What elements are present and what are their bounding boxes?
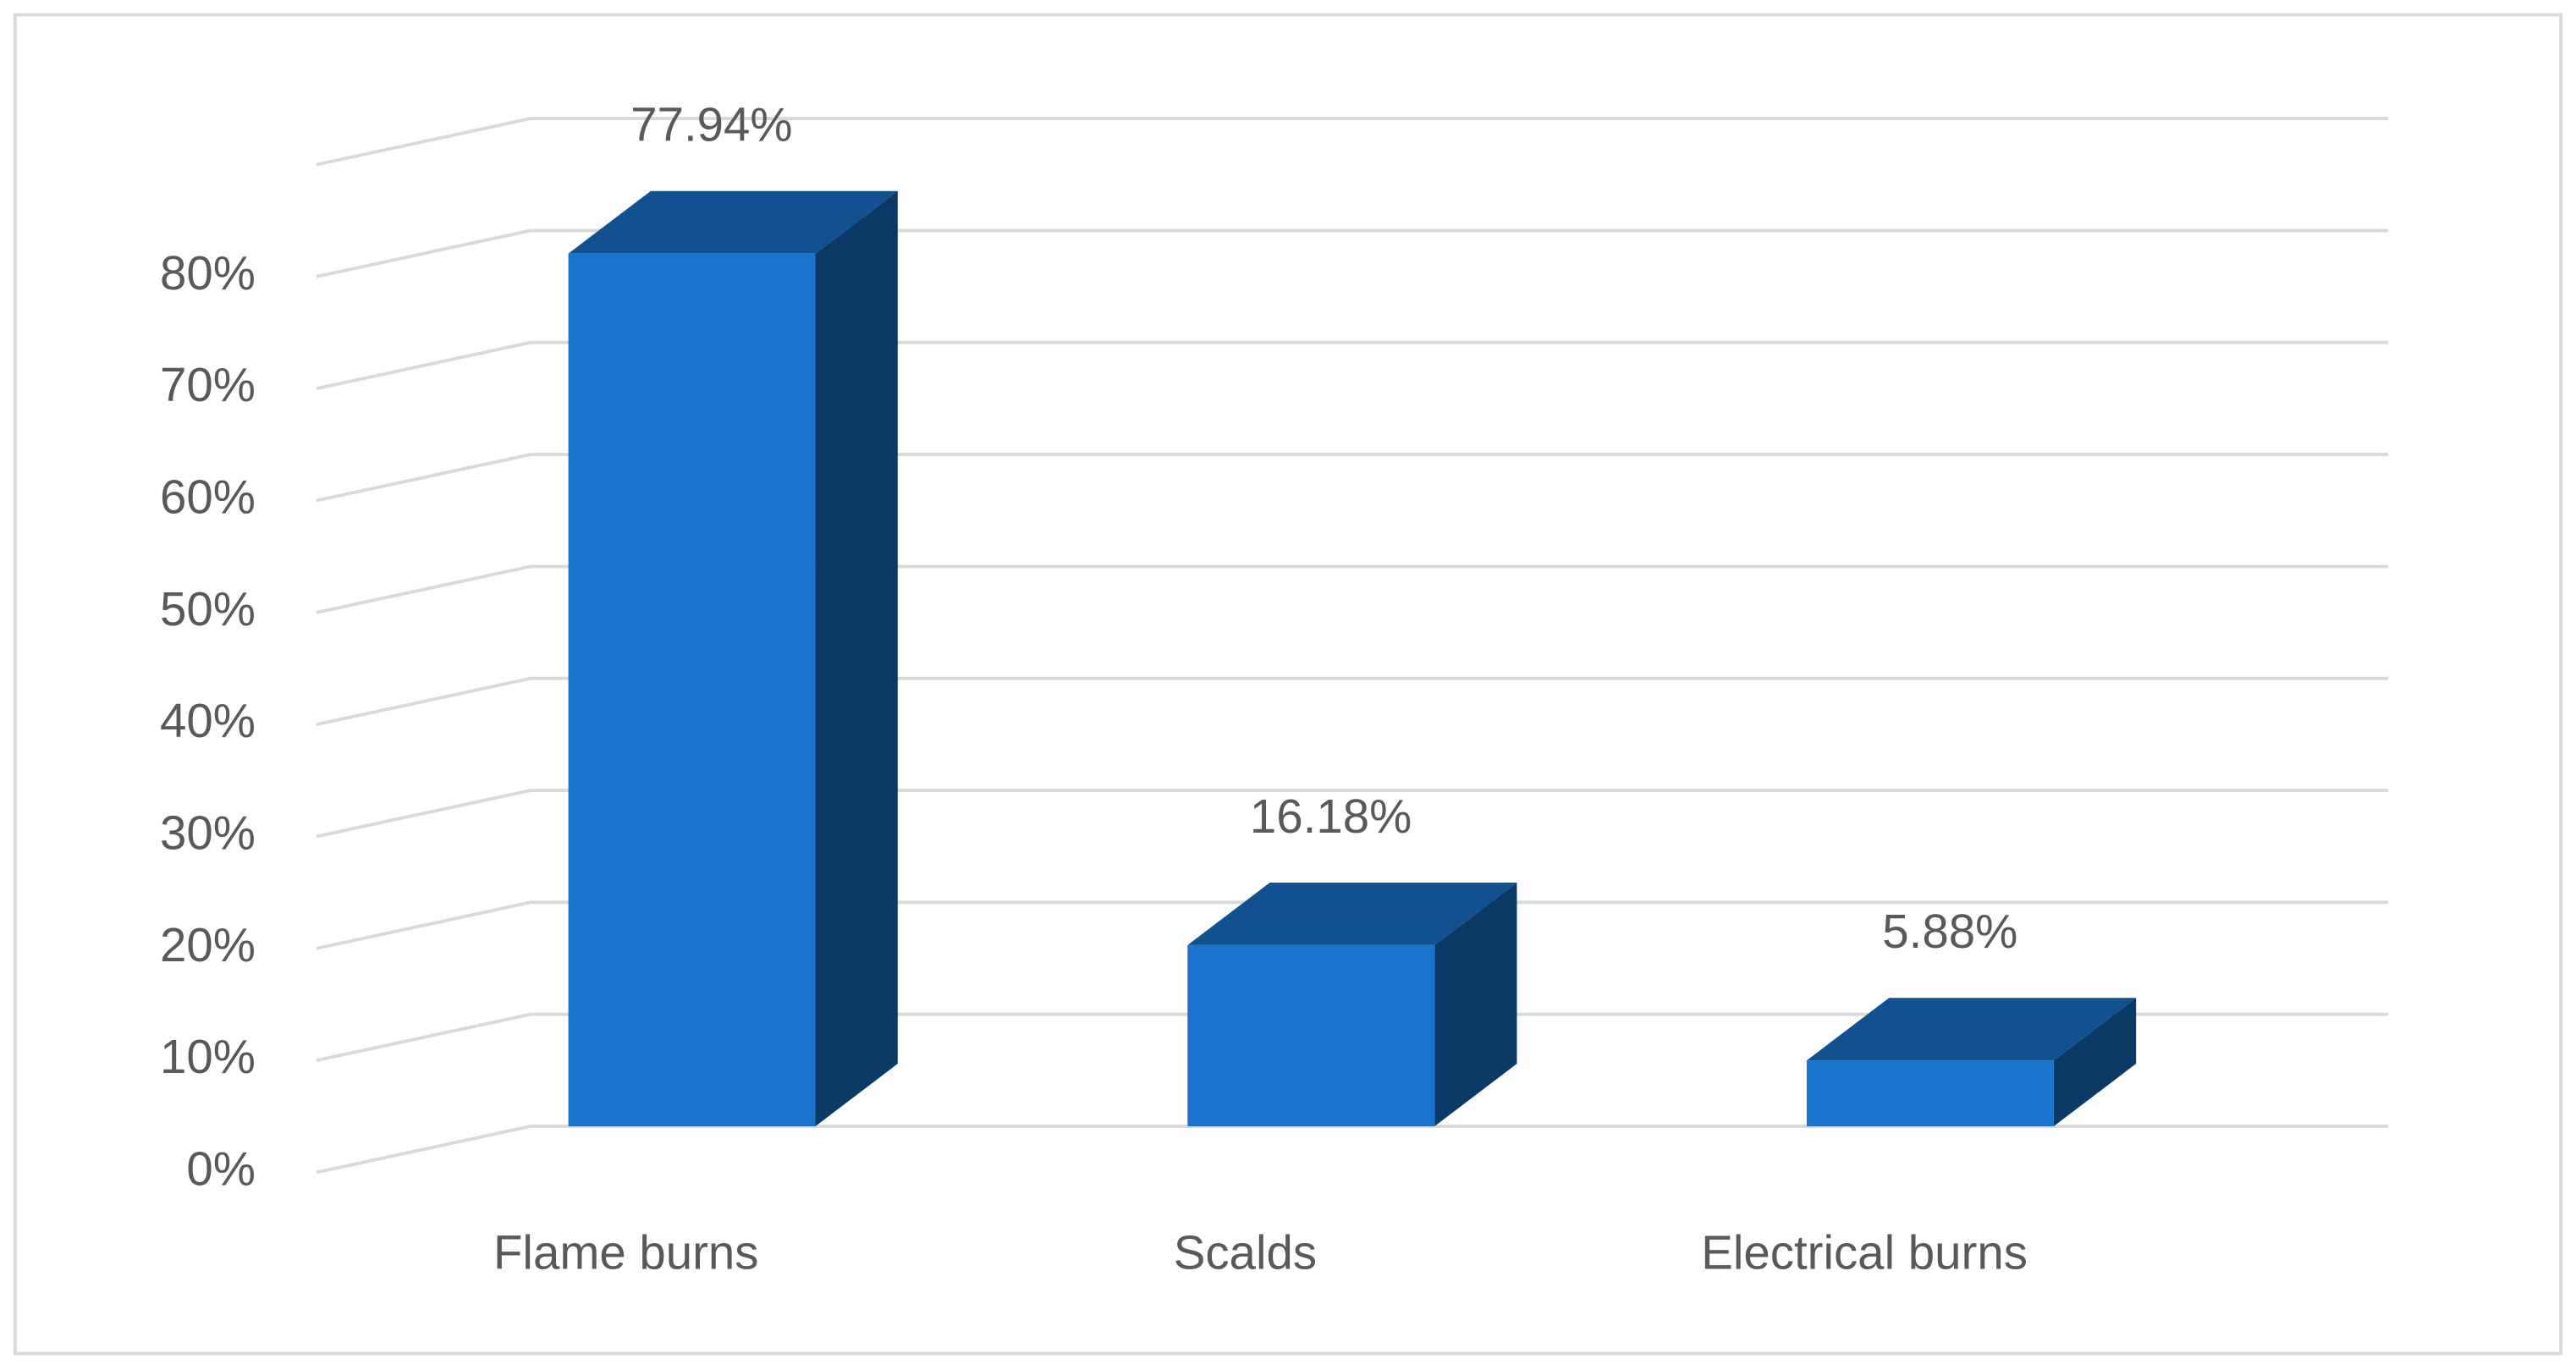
bar [1187,944,1435,1127]
grid-line [316,117,2388,167]
y-tick-label: 20% [160,918,256,971]
bar-side [815,190,898,1127]
y-tick-label: 0% [186,1142,256,1195]
grid-line [316,1125,2388,1175]
bar-side [2053,998,2137,1127]
grid-line [316,340,2388,391]
x-tick-label: Electrical burns [1701,1226,2028,1279]
grid-line [316,564,2388,614]
bar-top [1187,882,1517,945]
y-tick-label: 40% [160,694,256,747]
x-tick-label: Flame burns [493,1226,759,1279]
y-tick-label: 30% [160,806,256,859]
bar [1806,1060,2054,1127]
grid-line [316,789,2388,839]
x-tick-label: Scalds [1174,1226,1317,1279]
bar [568,253,816,1127]
grid-line [316,453,2388,503]
y-tick-label: 70% [160,358,256,411]
bar-top [568,190,898,254]
value-label: 16.18% [1250,790,1412,843]
chart-frame [13,13,2563,1356]
grid-line [316,1012,2388,1063]
y-tick-label: 10% [160,1030,256,1083]
grid-line [316,900,2388,950]
y-tick-label: 80% [160,246,256,300]
bar-side [1434,882,1517,1127]
value-label: 5.88% [1882,905,2017,958]
value-label: 77.94% [630,98,792,151]
y-tick-label: 50% [160,582,256,635]
grid-line [316,228,2388,278]
bar-top [1806,998,2137,1061]
y-tick-label: 60% [160,470,256,523]
grid-line [316,676,2388,727]
